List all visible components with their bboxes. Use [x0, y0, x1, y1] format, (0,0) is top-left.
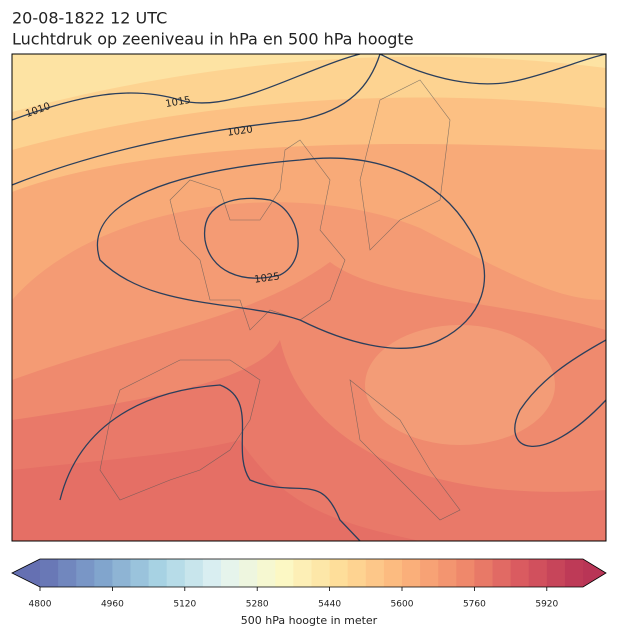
colorbar-tick-label: 5600	[391, 600, 414, 610]
colorbar-cell	[184, 559, 204, 587]
colorbar-tick-label: 4960	[101, 600, 124, 610]
colorbar-cell	[365, 559, 385, 587]
colorbar-cell	[438, 559, 457, 587]
colorbar-cell	[564, 559, 584, 587]
colorbar-cell	[510, 559, 530, 587]
colorbar-tick-label: 5920	[535, 600, 558, 610]
colorbar-cell	[347, 559, 367, 587]
colorbar-cell	[456, 559, 475, 587]
colorbar-extend	[12, 559, 40, 587]
map-frame	[11, 53, 607, 542]
colorbar-cell	[402, 559, 421, 587]
colorbar-cell	[420, 559, 439, 587]
isobar-label: 1025	[254, 271, 281, 285]
colorbar-cell	[148, 559, 168, 587]
isobar-label: 1020	[227, 124, 254, 138]
colorbar-extend	[583, 559, 606, 587]
colorbar-label: 500 hPa hoogte in meter	[241, 614, 378, 627]
colorbar-cell	[546, 559, 566, 587]
colorbar-cell	[221, 559, 240, 587]
colorbar: 4800 4960 5120 5280 5440 5600 5760 5920	[11, 558, 607, 610]
colorbar-cell	[130, 559, 150, 587]
colorbar-tick-label: 5760	[463, 600, 486, 610]
colorbar-tick-label: 5280	[246, 600, 269, 610]
colorbar-frame	[11, 558, 607, 588]
colorbar-cell	[257, 559, 276, 587]
isobar-label: 1015	[165, 95, 192, 110]
colorbar-cell	[40, 559, 59, 587]
colorbar-tick-label: 5440	[318, 600, 341, 610]
subtitle: Luchtdruk op zeeniveau in hPa en 500 hPa…	[12, 30, 414, 49]
colorbar-cell	[112, 559, 131, 587]
colorbar-tick-label: 5120	[173, 600, 196, 610]
colorbar-cell	[528, 559, 548, 587]
colorbar-cell	[275, 559, 294, 587]
colorbar-cell	[293, 559, 312, 587]
colorbar-tick-label: 4800	[29, 600, 52, 610]
colorbar-cell	[166, 559, 186, 587]
colorbar-cell	[94, 559, 113, 587]
title: 20-08-1822 12 UTC	[12, 9, 167, 28]
colorbar-cell	[492, 559, 512, 587]
colorbar-cell	[202, 559, 222, 587]
colorbar-cell	[474, 559, 493, 587]
colorbar-cell	[239, 559, 258, 587]
colorbar-cell	[311, 559, 331, 587]
map: 1010 1015 1020 1025	[12, 54, 606, 541]
colorbar-cell	[76, 559, 95, 587]
colorbar-cell	[383, 559, 403, 587]
colorbar-cell	[58, 559, 77, 587]
colorbar-cell	[329, 559, 349, 587]
